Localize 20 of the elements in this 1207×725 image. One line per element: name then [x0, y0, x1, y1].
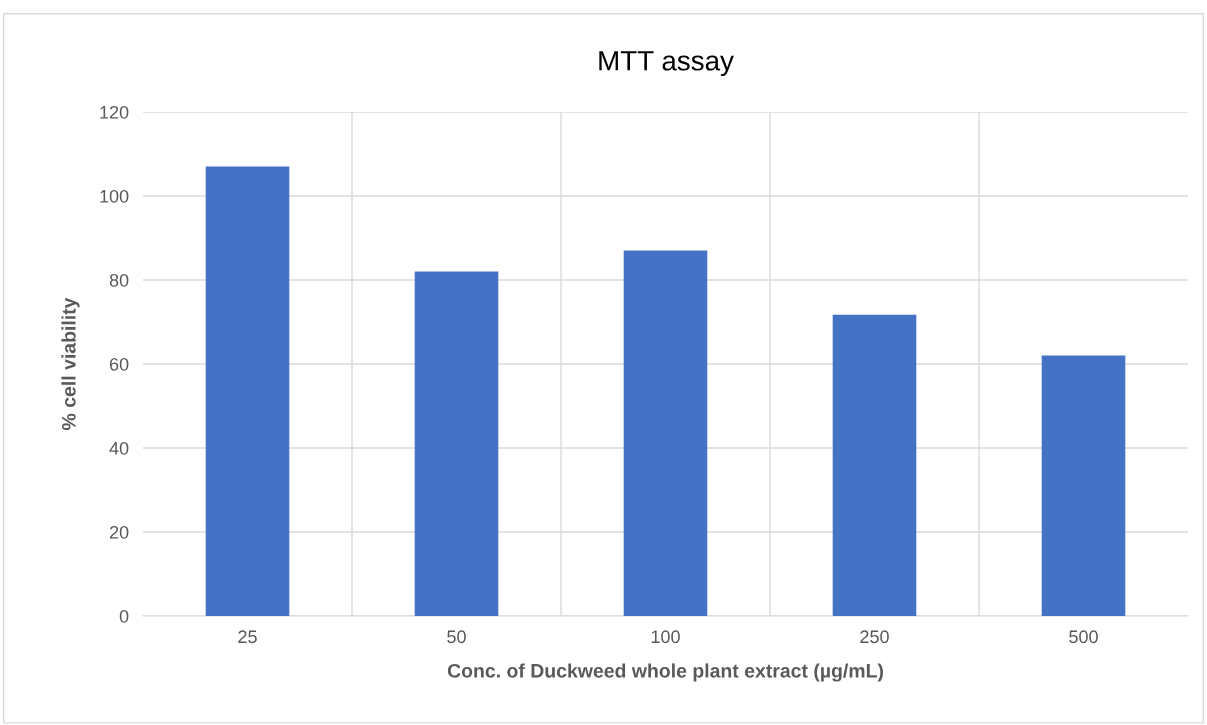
x-tick-label: 500 — [1069, 630, 1098, 644]
x-tick-label: 25 — [238, 630, 257, 644]
y-axis-title: % cell viability — [61, 297, 80, 430]
y-tick-label: 40 — [109, 441, 129, 455]
y-tick-label: 60 — [109, 357, 129, 371]
bar — [1041, 355, 1126, 616]
y-tick-label: 120 — [100, 105, 129, 119]
x-tick-label: 250 — [860, 630, 889, 644]
x-tick-label: 50 — [447, 630, 466, 644]
y-tick-label: 20 — [109, 525, 129, 539]
y-tick-label: 0 — [119, 609, 129, 623]
y-tick-label: 100 — [100, 189, 129, 203]
y-tick-label: 80 — [109, 273, 129, 287]
x-axis-title: Conc. of Duckweed whole plant extract (µg/mL) — [447, 663, 883, 682]
bar — [414, 271, 499, 616]
bar — [623, 250, 708, 616]
bar — [832, 314, 917, 616]
bar — [205, 166, 290, 616]
chart-title: MTT assay — [599, 51, 734, 77]
x-tick-label: 100 — [651, 630, 680, 644]
